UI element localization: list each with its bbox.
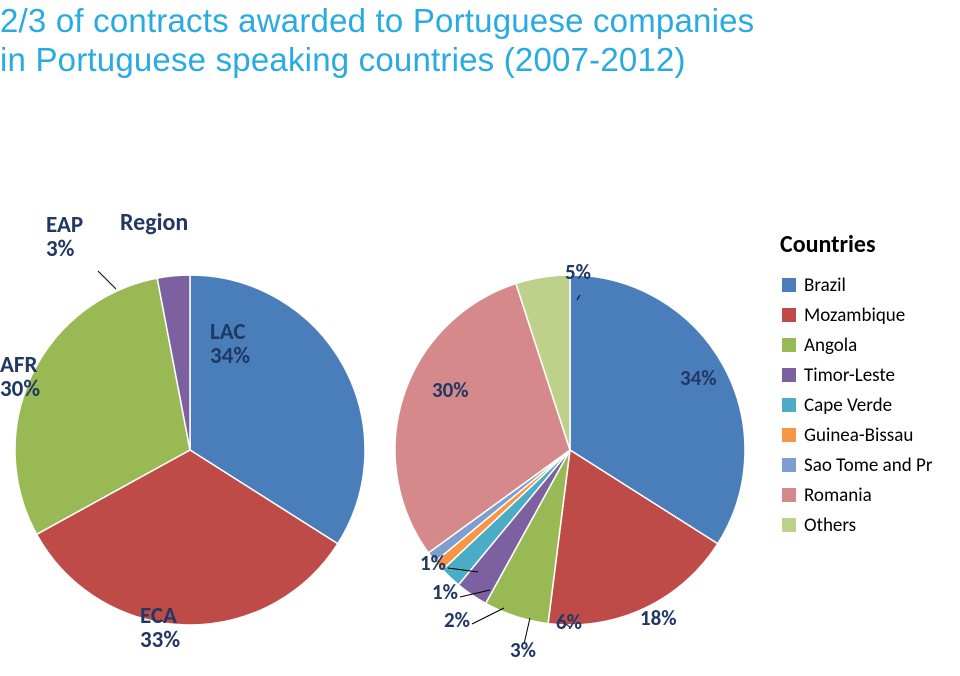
slice-label-mozambique: 18% [640,607,677,629]
slice-label-eap: EAP3% [46,213,83,261]
legend-swatch [782,398,796,412]
slice-label-others: 5% [565,261,591,283]
leader-line [472,608,504,624]
legend-item-timor-leste: Timor-Leste [782,360,932,390]
legend-item-cape-verde: Cape Verde [782,390,932,420]
legend-item-sao-tome-and-pr: Sao Tome and Pr [782,450,932,480]
legend-item-guinea-bissau: Guinea-Bissau [782,420,932,450]
region-chart-title: Region [120,208,188,237]
legend-swatch [782,428,796,442]
legend-item-others: Others [782,510,932,540]
slice-label-cape-verde: 2% [444,609,470,631]
legend-swatch [782,278,796,292]
legend-item-romania: Romania [782,480,932,510]
legend-label: Mozambique [804,304,905,327]
legend-swatch [782,368,796,382]
legend-label: Timor-Leste [804,364,895,387]
slice-label-lac: LAC34% [210,320,250,368]
legend-label: Romania [804,484,872,507]
legend-swatch [782,308,796,322]
legend-swatch [782,518,796,532]
legend-label: Cape Verde [804,394,892,417]
legend-label: Guinea-Bissau [804,424,913,447]
countries-chart-title: Countries [780,230,876,259]
slice-label-timor-leste: 3% [510,639,536,661]
slice-label-sao-tome-and-pr: 1% [420,552,446,574]
slice-label-afr: AFR30% [0,353,40,401]
legend-item-brazil: Brazil [782,270,932,300]
legend-swatch [782,458,796,472]
slice-label-eca: ECA33% [140,604,180,652]
legend-item-angola: Angola [782,330,932,360]
legend-swatch [782,488,796,502]
legend-item-mozambique: Mozambique [782,300,932,330]
slice-label-angola: 6% [556,611,582,633]
slice-label-romania: 30% [432,379,469,401]
countries-legend: Brazil Mozambique Angola Timor-Leste Cape Ve… [782,270,932,540]
legend-label: Brazil [804,274,846,297]
slice-label-guinea-bissau: 1% [432,581,458,603]
legend-label: Sao Tome and Pr [804,454,932,477]
legend-label: Others [804,514,856,537]
legend-swatch [782,338,796,352]
slice-label-brazil: 34% [680,367,717,389]
legend-label: Angola [804,334,857,357]
